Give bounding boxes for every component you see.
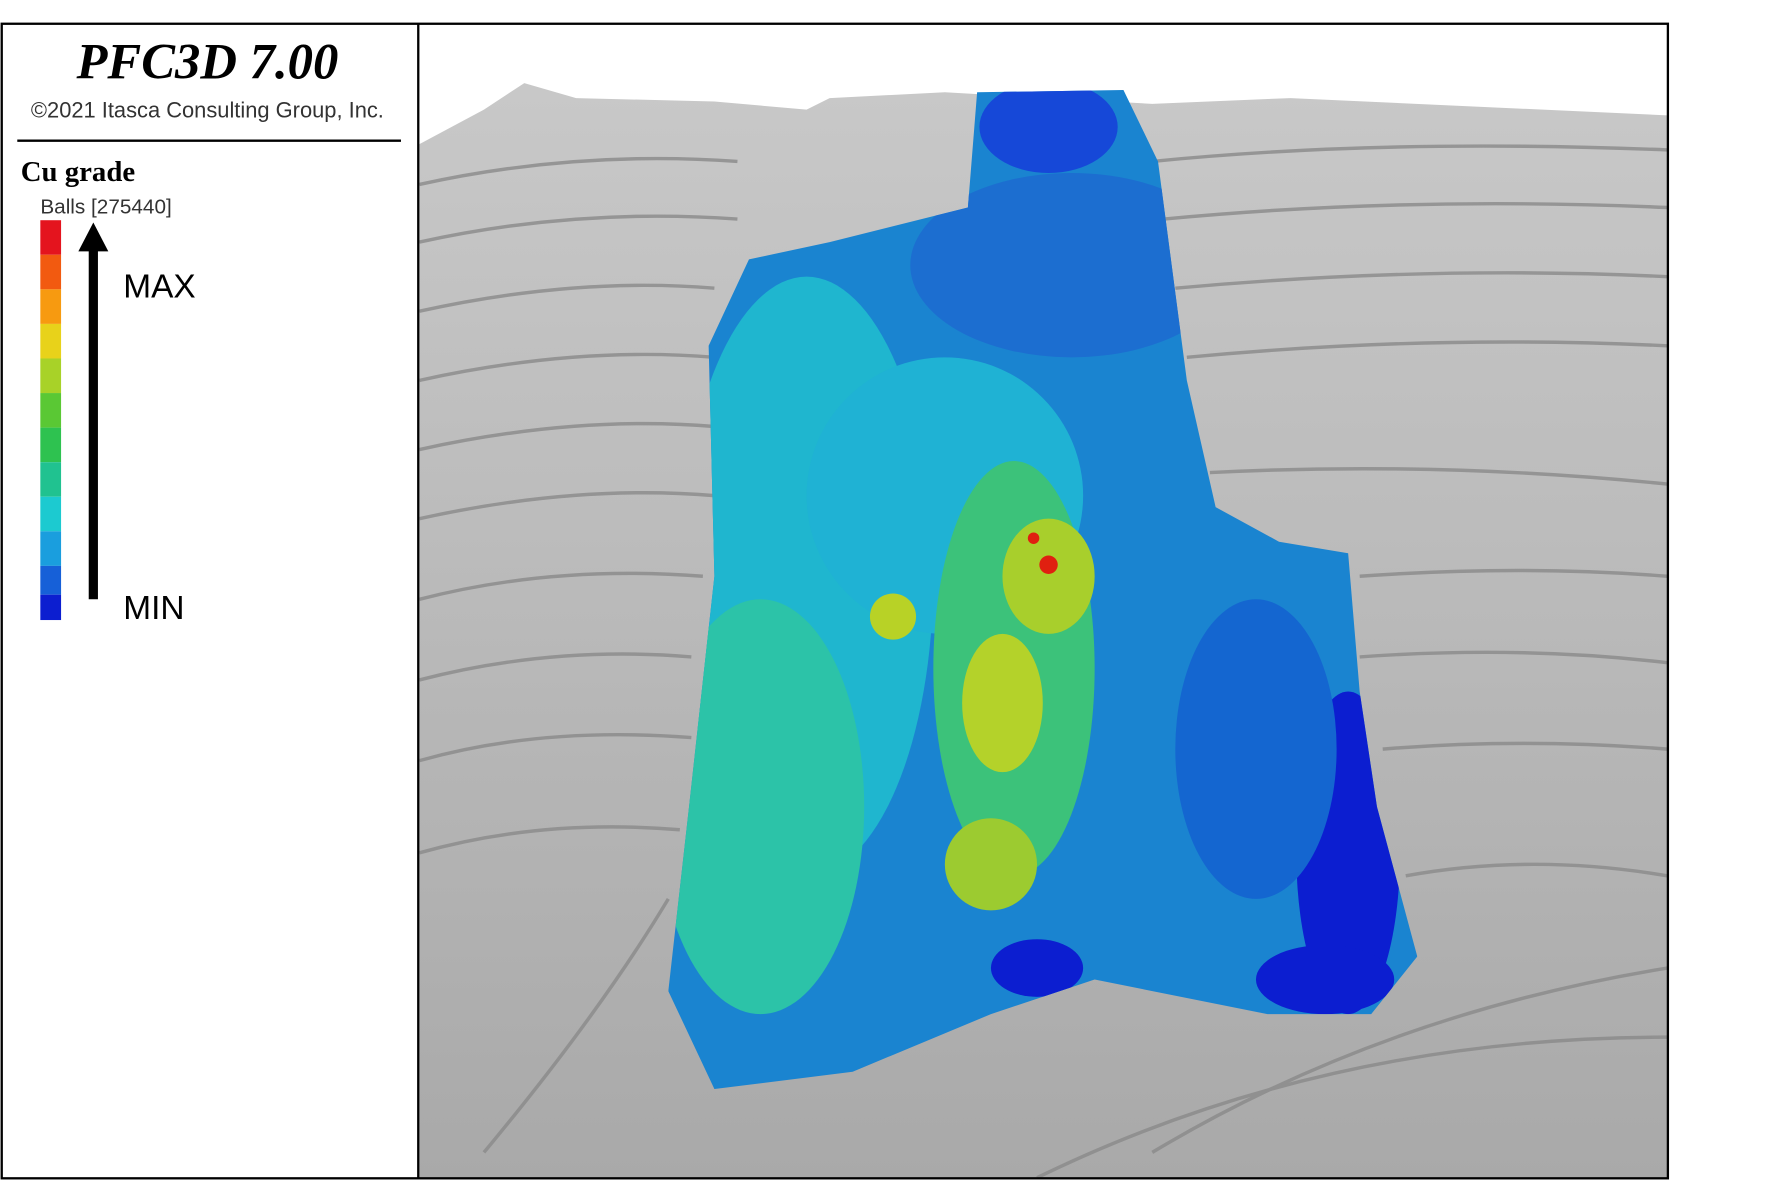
benches [419,144,1668,1178]
legend-subtitle: Balls [275440] [40,195,171,218]
viewport [419,24,1668,1178]
color-bar [40,220,62,621]
arrow [78,222,109,600]
legend-title: Cu grade [21,156,136,188]
min-label: MIN [123,590,184,627]
frame [0,22,1670,1180]
max-label: MAX [123,268,195,305]
copyright: ©2021 Itasca Consulting Group, Inc. [31,98,384,123]
app-title: PFC3D 7.00 [75,33,338,89]
